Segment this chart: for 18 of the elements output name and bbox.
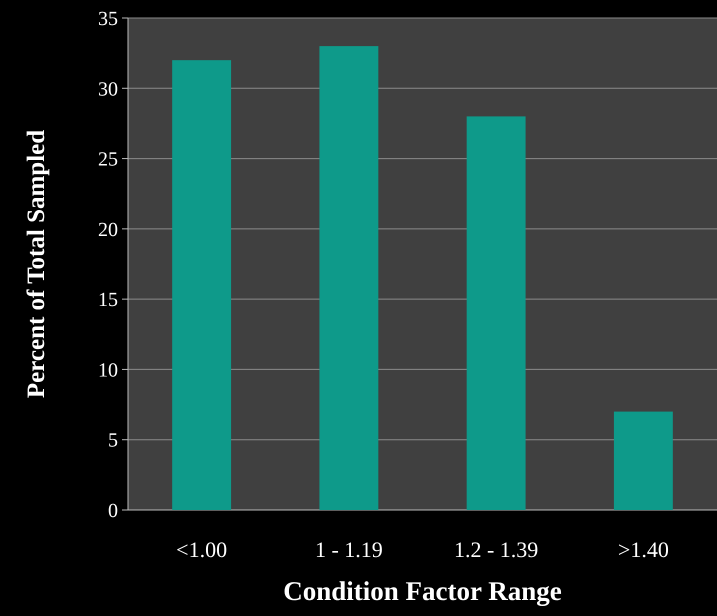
x-axis-title: Condition Factor Range — [283, 576, 562, 606]
y-tick-label: 20 — [98, 218, 118, 241]
bar — [319, 46, 378, 510]
x-tick-label: >1.40 — [618, 537, 669, 562]
bar — [172, 60, 232, 510]
x-tick-label: 1.2 - 1.39 — [454, 537, 538, 562]
bar — [614, 412, 673, 510]
bar — [466, 116, 526, 510]
x-tick-label: 1 - 1.19 — [314, 537, 383, 562]
y-tick-label: 0 — [108, 500, 118, 522]
y-axis-title: Percent of Total Sampled — [23, 130, 50, 398]
y-tick-label: 30 — [98, 78, 118, 100]
y-tick-label: 15 — [98, 289, 118, 312]
y-tick-label: 25 — [98, 148, 118, 171]
y-tick-label: 10 — [98, 359, 118, 382]
y-tick-label: 35 — [98, 8, 118, 30]
y-tick-label: 5 — [108, 430, 118, 452]
x-tick-label: <1.00 — [176, 537, 228, 562]
